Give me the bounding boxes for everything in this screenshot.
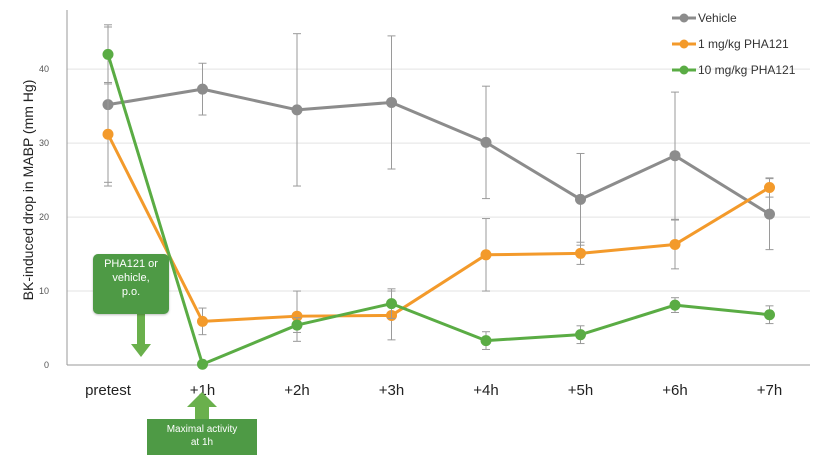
series-1 <box>102 81 775 342</box>
series-line <box>106 53 770 366</box>
legend-item-10mgkg: 10 mg/kg PHA121 <box>672 63 796 77</box>
series-2 <box>102 24 775 370</box>
y-tick-label: 20 <box>39 212 49 222</box>
legend: Vehicle 1 mg/kg PHA121 10 mg/kg PHA121 <box>672 11 796 77</box>
data-point <box>669 150 681 162</box>
data-point <box>291 319 303 331</box>
y-tick-label: 0 <box>44 360 49 370</box>
series-0 <box>102 26 775 251</box>
dose-callout-line2: vehicle, <box>112 272 150 284</box>
dose-callout-line3: p.o. <box>121 286 141 298</box>
data-point <box>386 298 397 310</box>
x-tick-label: +5h <box>568 382 593 399</box>
data-point <box>291 310 303 322</box>
data-point <box>669 238 681 250</box>
data-point <box>386 96 397 108</box>
x-tick-label: +1h <box>190 382 215 399</box>
y-tick-label: 30 <box>39 138 49 148</box>
data-point <box>197 315 208 327</box>
dose-callout-box: PHA121 or vehicle, p.o. <box>93 254 169 314</box>
y-axis-ticks: 0 10 20 30 40 <box>39 64 49 370</box>
data-point <box>764 309 775 321</box>
data-point <box>575 193 586 205</box>
legend-item-vehicle: Vehicle <box>672 11 737 25</box>
data-point <box>197 83 208 95</box>
x-tick-label: +6h <box>662 382 687 399</box>
x-tick-label: +7h <box>757 382 782 399</box>
series-line <box>107 87 771 216</box>
data-point <box>102 48 114 60</box>
y-axis-label: BK-induced drop in MABP (mm Hg) <box>20 80 36 301</box>
activity-callout-line1: Maximal activity <box>166 424 238 435</box>
data-point <box>764 182 775 193</box>
x-tick-label: pretest <box>85 382 132 399</box>
legend-label-vehicle: Vehicle <box>698 11 737 25</box>
data-point <box>669 299 681 311</box>
activity-arrow <box>187 392 217 420</box>
data-point <box>480 136 492 148</box>
dose-arrow <box>131 314 151 357</box>
activity-callout-line2: at 1h <box>190 437 214 448</box>
data-point <box>764 208 775 220</box>
data-point <box>575 247 586 259</box>
data-point <box>102 128 114 140</box>
legend-label-10mgkg: 10 mg/kg PHA121 <box>698 63 796 77</box>
y-tick-label: 40 <box>39 64 49 74</box>
series-line <box>106 133 771 323</box>
gridlines <box>67 68 810 292</box>
x-tick-label: +4h <box>473 382 498 399</box>
legend-item-1mgkg: 1 mg/kg PHA121 <box>672 37 789 51</box>
data-point <box>480 249 492 261</box>
data-point <box>291 104 303 116</box>
data-point <box>480 335 492 347</box>
activity-callout-box: Maximal activity at 1h <box>147 419 257 455</box>
x-axis-ticks: pretest +1h +2h +3h +4h +5h +6h +7h <box>85 382 782 399</box>
x-tick-label: +2h <box>284 382 309 399</box>
y-tick-label: 10 <box>39 286 49 296</box>
data-point <box>197 358 208 370</box>
dose-callout-line1: PHA121 or <box>104 258 158 270</box>
data-point <box>575 329 586 341</box>
series-group <box>102 24 775 370</box>
legend-label-1mgkg: 1 mg/kg PHA121 <box>698 37 789 51</box>
x-tick-label: +3h <box>379 382 404 399</box>
